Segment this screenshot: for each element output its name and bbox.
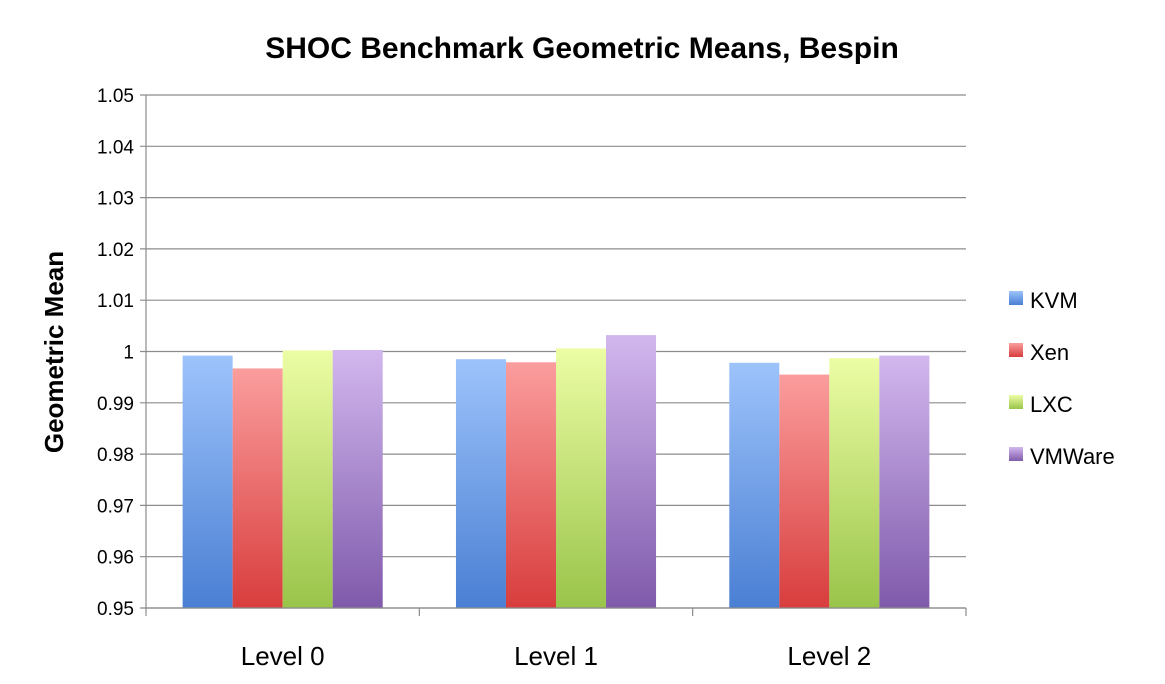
legend: KVM Xen LXC VMWare	[1009, 288, 1115, 469]
y-tick-label: 1.01	[97, 291, 134, 312]
y-tick-label: 0.98	[97, 445, 134, 466]
bar-lxc-level-1	[556, 348, 607, 608]
x-tick-label: Level 1	[514, 641, 598, 671]
x-tick-label: Level 2	[787, 641, 871, 671]
bar-lxc-level-0	[282, 350, 333, 608]
chart-title: SHOC Benchmark Geometric Means, Bespin	[265, 32, 899, 65]
y-tick-label: 0.95	[97, 599, 134, 620]
bar-vmware-level-2	[879, 355, 930, 608]
bar-vmware-level-0	[332, 349, 383, 608]
y-tick-label: 1	[123, 343, 134, 364]
x-tick-label: Level 0	[241, 641, 325, 671]
y-tick-label: 1.05	[97, 86, 134, 107]
legend-label-kvm: KVM	[1030, 288, 1078, 313]
bar-xen-level-2	[779, 374, 830, 608]
legend-label-lxc: LXC	[1030, 392, 1073, 417]
y-axis-label: Geometric Mean	[39, 251, 69, 453]
legend-swatch-kvm	[1009, 291, 1023, 305]
bar-kvm-level-2	[729, 362, 780, 608]
legend-label-vmware: VMWare	[1030, 444, 1115, 469]
bar-vmware-level-1	[606, 335, 657, 608]
bar-xen-level-1	[505, 362, 556, 608]
legend-swatch-xen	[1009, 343, 1023, 357]
bar-xen-level-0	[232, 368, 283, 608]
bars	[182, 335, 930, 608]
bar-kvm-level-1	[455, 359, 506, 608]
y-tick-label: 1.04	[97, 137, 134, 158]
axes	[145, 95, 967, 616]
y-tick-label: 1.03	[97, 189, 134, 210]
legend-swatch-lxc	[1009, 395, 1023, 409]
bar-lxc-level-2	[829, 358, 880, 608]
y-tick-label: 0.97	[97, 496, 134, 517]
y-tick-label: 0.96	[97, 548, 134, 569]
y-tick-label: 1.02	[97, 240, 134, 261]
legend-label-xen: Xen	[1030, 340, 1069, 365]
x-axis-ticks: Level 0 Level 1 Level 2	[241, 641, 872, 671]
y-tick-label: 0.99	[97, 394, 134, 415]
legend-swatch-vmware	[1009, 447, 1023, 461]
y-axis-ticks: 0.95 0.96 0.97 0.98 0.99 1 1.01 1.02 1.03 1.04 1.0…	[97, 86, 134, 620]
bar-kvm-level-0	[182, 355, 233, 608]
